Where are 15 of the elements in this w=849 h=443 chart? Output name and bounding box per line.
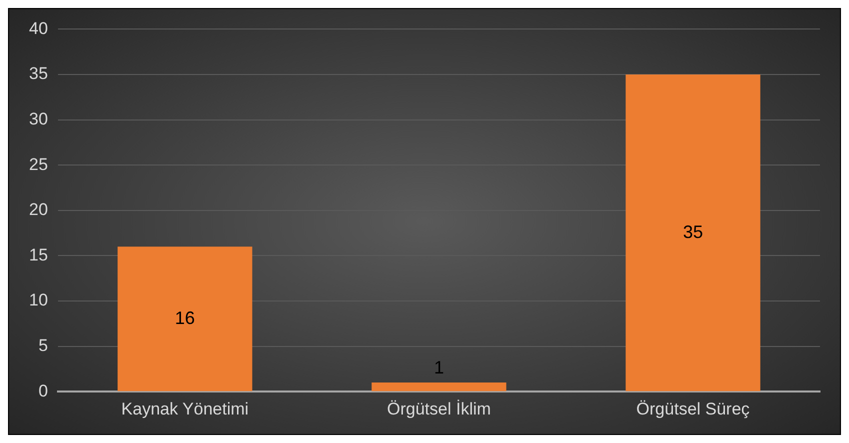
data-label: 1	[434, 358, 444, 378]
x-tick-label: Kaynak Yönetimi	[121, 399, 249, 418]
y-tick-label: 10	[28, 290, 48, 310]
y-tick-label: 35	[28, 64, 48, 84]
y-tick-label: 40	[28, 18, 48, 38]
data-label: 16	[174, 308, 195, 328]
y-tick-label: 15	[28, 245, 48, 264]
y-tick-label: 5	[38, 336, 48, 355]
y-tick-label: 0	[38, 381, 48, 400]
y-tick-label: 20	[28, 200, 48, 220]
x-tick-label: Örgütsel Süreç	[636, 399, 750, 418]
y-tick-label: 25	[28, 154, 48, 174]
y-tick-label: 30	[28, 109, 48, 128]
x-tick-label: Örgütsel İklim	[386, 399, 491, 418]
data-label: 35	[682, 222, 703, 242]
